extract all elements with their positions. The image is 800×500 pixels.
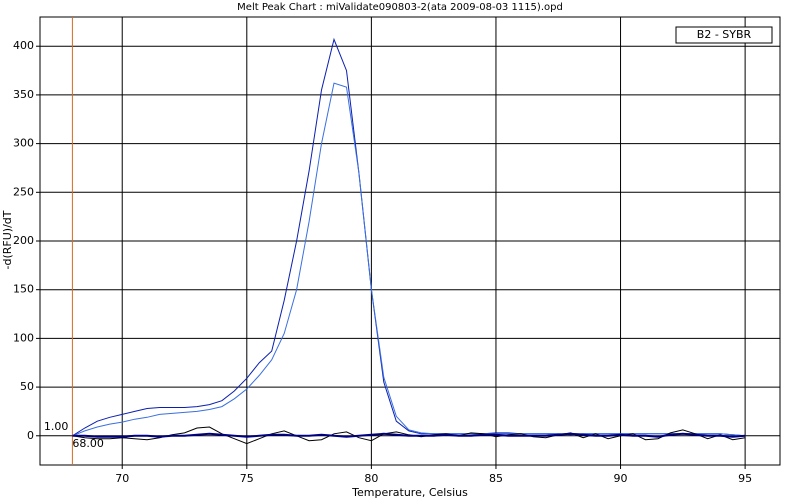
x-tick-label: 90 — [614, 472, 628, 485]
y-tick-label: 50 — [20, 380, 34, 393]
marker-y-label: 1.00 — [44, 420, 69, 433]
y-tick-label: 400 — [13, 39, 34, 52]
y-tick-label: 200 — [13, 234, 34, 247]
legend-label: B2 - SYBR — [697, 28, 752, 41]
y-tick-label: 250 — [13, 185, 34, 198]
y-tick-label: 0 — [27, 429, 34, 442]
x-tick-label: 80 — [364, 472, 378, 485]
y-axis-label: -d(RFU)/dT — [1, 210, 14, 269]
x-tick-label: 85 — [489, 472, 503, 485]
y-tick-label: 350 — [13, 88, 34, 101]
series-line — [72, 432, 746, 438]
y-tick-label: 150 — [13, 283, 34, 296]
series-line — [72, 37, 746, 437]
x-tick-label: 70 — [115, 472, 129, 485]
x-axis-label: Temperature, Celsius — [351, 486, 468, 499]
plot-frame — [39, 16, 781, 466]
x-tick-label: 75 — [240, 472, 254, 485]
chart-title: Melt Peak Chart : miValidate090803-2(ata… — [237, 2, 563, 13]
y-tick-label: 300 — [13, 137, 34, 150]
marker-x-label: 68.00 — [72, 437, 104, 450]
y-tick-label: 100 — [13, 331, 34, 344]
series-line — [72, 82, 746, 437]
legend-box — [675, 26, 773, 44]
x-tick-label: 95 — [738, 472, 752, 485]
